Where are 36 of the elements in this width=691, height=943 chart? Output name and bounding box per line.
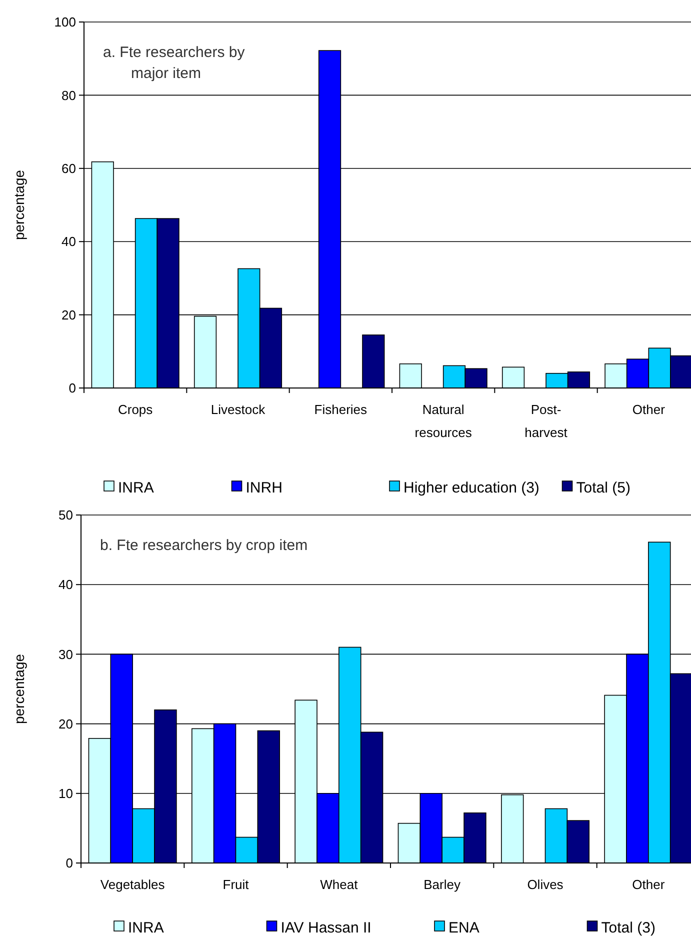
y-tick-label: 20 — [58, 716, 73, 732]
y-tick-label: 40 — [58, 577, 73, 592]
x-tick-label: Other — [632, 877, 666, 892]
legend-label: Total (3) — [601, 919, 656, 936]
legend-label: ENA — [448, 919, 480, 936]
legend-label: INRH — [246, 479, 282, 496]
x-tick-label: Wheat — [320, 877, 358, 892]
x-tick-label: Vegetables — [100, 877, 166, 892]
x-tick-label: Fisheries — [314, 402, 368, 417]
legend-label: Total (5) — [576, 479, 630, 496]
y-axis-title: percentage — [11, 654, 27, 724]
y-tick-label: 50 — [58, 508, 73, 523]
legend-label: INRA — [118, 479, 154, 496]
y-tick-label: 0 — [68, 380, 76, 396]
x-tick-label: Crops — [118, 402, 154, 417]
y-tick-label: 100 — [54, 14, 76, 30]
text: b. Fte researchers by crop item — [100, 537, 308, 554]
y-tick-label: 30 — [58, 646, 73, 662]
x-tick-label: Other — [632, 402, 666, 417]
text: a. Fte researchers by major item — [103, 44, 246, 82]
y-tick-label: 60 — [62, 160, 76, 176]
legend-label: IAV Hassan II — [280, 919, 372, 936]
legend-label: Higher education (3) — [404, 479, 540, 496]
y-tick-label: 20 — [62, 307, 76, 322]
x-tick-label: Livestock — [210, 402, 266, 417]
legend-label: INRA — [128, 919, 164, 936]
y-axis-title: percentage — [11, 170, 27, 240]
x-tick-label: Natural resources — [414, 402, 472, 440]
y-tick-label: 40 — [62, 234, 76, 250]
x-tick-label: Post-harvest — [524, 402, 568, 440]
x-tick-label: Olives — [527, 877, 564, 892]
y-tick-label: 10 — [58, 786, 73, 801]
x-tick-label: Fruit — [222, 877, 250, 892]
y-tick-label: 80 — [62, 88, 76, 103]
x-tick-label: Barley — [424, 877, 461, 892]
y-tick-label: 0 — [66, 856, 73, 871]
